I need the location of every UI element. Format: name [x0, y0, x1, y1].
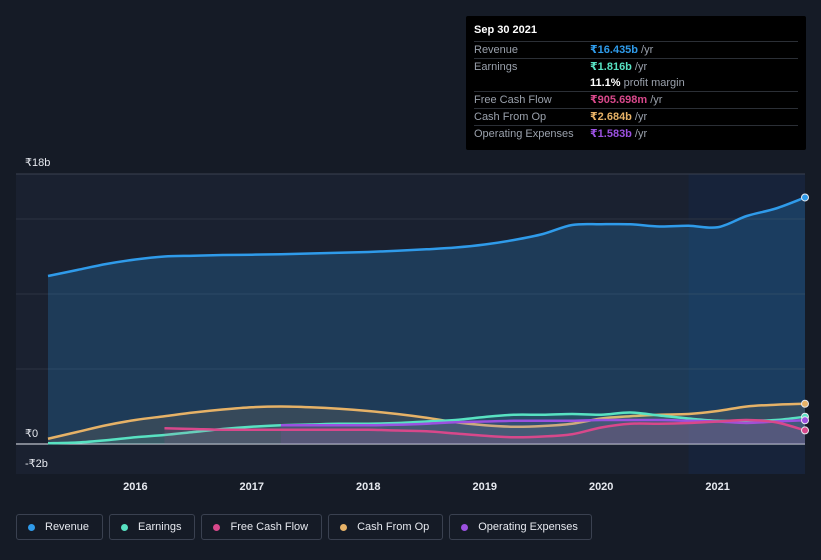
legend-label: Operating Expenses	[478, 521, 578, 533]
tooltip-value: ₹1.583b	[590, 128, 632, 140]
operating-expenses-area	[280, 419, 805, 444]
tooltip-label: Cash From Op	[474, 111, 547, 123]
legend-dot-icon	[121, 523, 129, 531]
tooltip-label: Operating Expenses	[474, 128, 574, 140]
tooltip-row: 11.1% profit margin	[474, 75, 798, 91]
cash-from-op-end-point	[801, 399, 809, 408]
tooltip-unit: /yr	[650, 94, 663, 106]
tooltip-row: Free Cash Flow ₹905.698m/yr	[474, 91, 798, 108]
y-tick-label: -₹2b	[25, 458, 48, 470]
x-tick-label: 2020	[588, 481, 614, 493]
legend-dot-icon	[213, 523, 221, 531]
tooltip: Sep 30 2021 Revenue ₹16.435b/yr Earnings ₹1…	[466, 16, 806, 150]
tooltip-label	[474, 75, 590, 91]
tooltip-row: Revenue ₹16.435b/yr	[474, 41, 798, 58]
legend-item-free-cash-flow[interactable]: Free Cash Flow	[201, 514, 323, 540]
tooltip-row: Cash From Op ₹2.684b/yr	[474, 108, 798, 125]
tooltip-label: Free Cash Flow	[474, 94, 552, 106]
revenue-end-point	[801, 193, 809, 202]
y-tick-label: ₹0	[25, 428, 39, 440]
tooltip-value: ₹2.684b	[590, 111, 632, 123]
series-layer	[47, 193, 809, 445]
earnings-line	[47, 411, 806, 445]
free-cash-flow-end-point	[801, 426, 809, 435]
operating-expenses-end-point	[801, 416, 809, 425]
x-tick-label: 2019	[472, 481, 497, 493]
legend-label: Free Cash Flow	[230, 521, 309, 533]
y-tick-label: ₹18b	[25, 157, 51, 169]
tooltip-unit: /yr	[634, 111, 648, 123]
tooltip-unit: /yr	[634, 128, 648, 140]
tooltip-row: Earnings ₹1.816b/yr	[474, 58, 798, 75]
x-tick-label: 2021	[705, 481, 730, 493]
tooltip-value: ₹1.816b	[590, 61, 632, 73]
legend-item-revenue[interactable]: Revenue	[16, 514, 104, 540]
x-tick-label: 2016	[123, 481, 148, 493]
legend-dot-icon	[28, 523, 35, 531]
revenue-area	[48, 197, 805, 444]
legend-item-cash-from-op[interactable]: Cash From Op	[328, 514, 444, 540]
tooltip-row: Operating Expenses ₹1.583b/yr	[474, 125, 798, 142]
tooltip-unit: /yr	[641, 44, 654, 56]
tooltip-unit: profit margin	[623, 77, 685, 89]
tooltip-value: ₹905.698m	[590, 94, 648, 106]
revenue-line	[47, 196, 806, 278]
free-cash-flow-area	[164, 419, 805, 444]
x-tick-label: 2018	[356, 481, 381, 493]
legend-dot-icon	[461, 523, 469, 531]
legend-item-operating-expenses[interactable]: Operating Expenses	[449, 514, 592, 540]
cash-from-op-line	[47, 402, 806, 440]
tooltip-value: 11.1%	[590, 77, 621, 89]
legend-label: Cash From Op	[357, 521, 430, 533]
tooltip-date: Sep 30 2021	[474, 24, 537, 36]
legend-item-earnings[interactable]: Earnings	[109, 514, 196, 540]
x-tick-label: 2017	[239, 481, 265, 493]
legend-label: Revenue	[45, 521, 90, 533]
tooltip-value: ₹16.435b	[590, 44, 639, 56]
legend: Revenue Earnings Free Cash Flow Cash From O…	[16, 514, 592, 540]
tooltip-unit: /yr	[634, 61, 648, 73]
tooltip-label: Revenue	[474, 44, 519, 56]
tooltip-label: Earnings	[474, 61, 518, 73]
legend-dot-icon	[340, 523, 348, 531]
legend-label: Earnings	[138, 521, 182, 533]
free-cash-flow-line	[164, 418, 806, 439]
